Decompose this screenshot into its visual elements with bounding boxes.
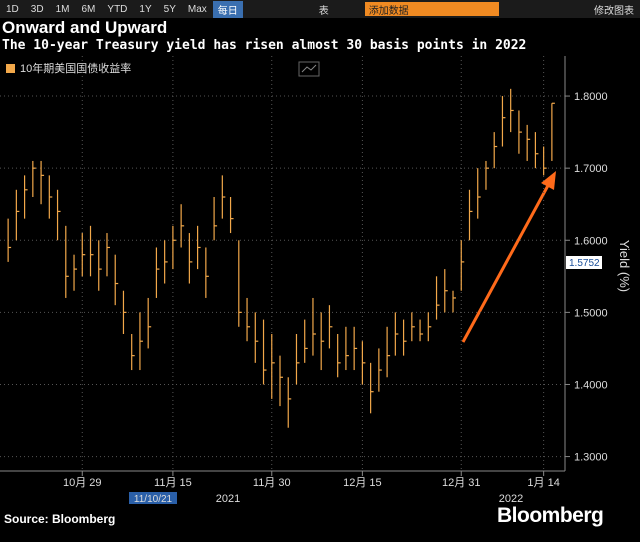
toolbar-button[interactable]: 3D xyxy=(30,3,44,15)
year-label: 2021 xyxy=(216,493,240,505)
source: Source: Bloomberg xyxy=(4,512,116,526)
chart-type-glyph xyxy=(301,64,317,73)
legend-label: 10年期美国国债收益率 xyxy=(20,61,131,75)
y-tick-label: 1.5000 xyxy=(574,307,608,319)
y-tick-label: 1.4000 xyxy=(574,379,608,391)
year-label: 2022 xyxy=(499,493,523,505)
cursor-date-box xyxy=(129,492,177,504)
toolbar-button[interactable]: 1M xyxy=(55,3,70,15)
y-tick-label: 1.3000 xyxy=(574,452,608,464)
x-tick-label: 12月 15 xyxy=(343,477,382,489)
trend-arrow xyxy=(461,179,553,343)
chart: 10年期美国国债收益率 Yield (%) 11/10/21 2021 2022… xyxy=(0,56,632,505)
toolbar-button[interactable]: YTD xyxy=(107,3,128,15)
x-tick-label: 1月 14 xyxy=(527,477,559,489)
x-tick-label: 11月 30 xyxy=(253,477,291,489)
legend-swatch xyxy=(6,64,15,73)
toolbar: 1D 3D 1M 6M YTD 1Y 5Y Max 每日 表 添加数据 修改图表 xyxy=(0,0,640,18)
chart-type-icon[interactable] xyxy=(298,61,320,77)
trend-arrowhead xyxy=(541,171,556,190)
toolbar-button[interactable]: 添加数据 xyxy=(364,2,499,17)
last-value-box xyxy=(566,256,602,269)
toolbar-button[interactable]: 5Y xyxy=(163,3,176,15)
x-tick-label: 12月 31 xyxy=(442,477,481,489)
cursor-date: 11/10/21 xyxy=(134,494,173,505)
last-value-label: 1.5752 xyxy=(569,258,600,269)
chart-title: Onward and Upward xyxy=(2,18,168,37)
toolbar-button[interactable]: 每日 xyxy=(212,0,243,18)
y-tick-label: 1.8000 xyxy=(574,91,608,103)
y-tick-label: 1.7000 xyxy=(574,163,608,175)
y-axis-label: Yield (%) xyxy=(617,240,632,292)
toolbar-button[interactable]: 修改图表 xyxy=(594,5,634,17)
toolbar-button[interactable]: 表 xyxy=(318,5,329,17)
x-tick-label: 11月 15 xyxy=(154,477,192,489)
toolbar-button[interactable]: 6M xyxy=(81,3,96,15)
chart-subtitle: The 10-year Treasury yield has risen alm… xyxy=(2,38,527,53)
brand: Bloomberg xyxy=(497,504,604,527)
toolbar-button[interactable]: 1Y xyxy=(139,3,152,15)
toolbar-button[interactable]: 1D xyxy=(6,3,19,15)
y-tick-label: 1.6000 xyxy=(574,235,608,247)
x-tick-label: 10月 29 xyxy=(63,477,102,489)
toolbar-button[interactable]: Max xyxy=(187,3,207,15)
